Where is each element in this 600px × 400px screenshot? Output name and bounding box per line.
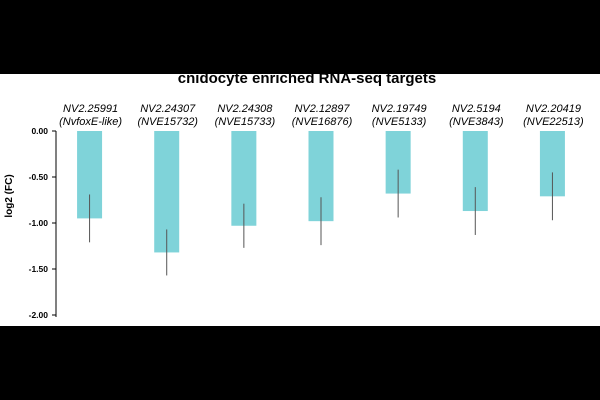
category-label-gene: NV2.19749 bbox=[372, 103, 427, 115]
category-label-id: (NVE3843) bbox=[449, 116, 504, 128]
category-label-id: (NVE5133) bbox=[372, 116, 427, 128]
bar-series bbox=[77, 131, 565, 253]
y-axis-label: log2 (FC) bbox=[4, 174, 15, 217]
category-label-gene: NV2.5194 bbox=[452, 103, 501, 115]
chart-title: cnidocyte enriched RNA-seq targets bbox=[178, 74, 436, 87]
category-label-gene: NV2.25991 bbox=[63, 103, 118, 115]
category-label-gene: NV2.12897 bbox=[294, 103, 350, 115]
y-tick-label: -0.50 bbox=[29, 172, 49, 182]
category-label-id: (NVE22513) bbox=[523, 116, 584, 128]
y-tick-label: 0.00 bbox=[31, 126, 48, 136]
category-label-id: (NvfoxE-like) bbox=[59, 116, 122, 128]
y-tick-label: -1.50 bbox=[29, 264, 49, 274]
chart-panel: cnidocyte enriched RNA-seq targets log2 … bbox=[0, 74, 600, 326]
bar-chart: cnidocyte enriched RNA-seq targets log2 … bbox=[4, 74, 584, 320]
category-label-gene: NV2.24307 bbox=[140, 103, 196, 115]
y-tick-label: -2.00 bbox=[29, 310, 49, 320]
category-label-gene: NV2.20419 bbox=[526, 103, 581, 115]
category-label-gene: NV2.24308 bbox=[217, 103, 273, 115]
error-bars bbox=[89, 169, 553, 276]
y-tick-label: -1.00 bbox=[29, 218, 49, 228]
category-labels: NV2.25991(NvfoxE-like) NV2.24307(NVE15732… bbox=[59, 103, 584, 128]
y-axis: 0.00 -0.50 -1.00 -1.50 -2.00 bbox=[29, 126, 56, 320]
category-label-id: (NVE16876) bbox=[292, 116, 353, 128]
category-label-id: (NVE15733) bbox=[215, 116, 276, 128]
category-label-id: (NVE15732) bbox=[137, 116, 198, 128]
